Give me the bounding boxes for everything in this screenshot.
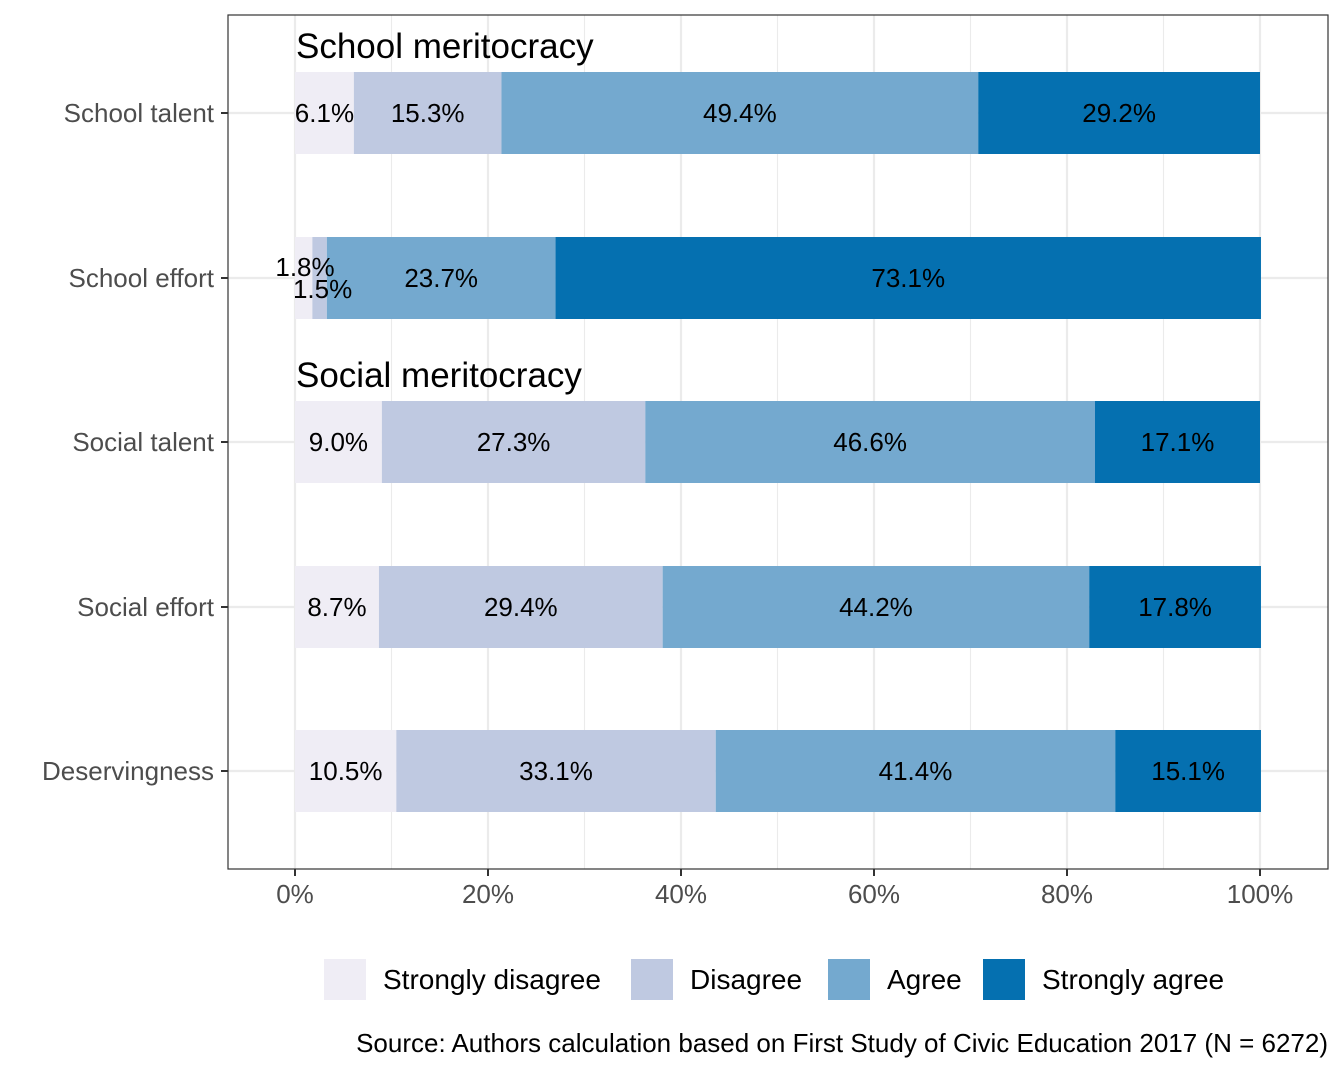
data-label: 33.1% [519, 756, 593, 786]
segment-labels: 6.1% 15.3% 49.4% 29.2% 1.8%1.5% 23.7% 73.1% 9.0… [275, 98, 1225, 786]
x-axis: 0% 20% 40% 60% 80% 100% [276, 869, 1293, 909]
bar-segment [326, 237, 556, 319]
x-tick-label: 60% [848, 879, 900, 909]
data-label: 41.4% [879, 756, 953, 786]
data-label: 46.6% [833, 427, 907, 457]
data-label: 17.1% [1141, 427, 1215, 457]
y-tick-label: School effort [68, 263, 214, 293]
bar-segment [555, 237, 1261, 319]
data-label: 23.7% [404, 263, 478, 293]
y-tick-label: Social talent [72, 427, 214, 457]
x-tick-label: 80% [1041, 879, 1093, 909]
bar-segment [501, 72, 979, 154]
bar-segment [978, 72, 1260, 154]
y-tick-label: School talent [64, 98, 215, 128]
legend-key [631, 959, 673, 1000]
bar-segment [1115, 730, 1261, 812]
legend-label: Strongly disagree [383, 964, 601, 995]
data-label: 10.5% [309, 756, 383, 786]
group-title: Social meritocracy [296, 356, 582, 395]
data-label: 44.2% [839, 592, 913, 622]
bar-segment [1094, 401, 1260, 483]
legend-key [828, 959, 870, 1000]
data-label: 9.0% [309, 427, 368, 457]
bar-segment [295, 566, 379, 648]
data-label: 27.3% [477, 427, 551, 457]
data-label: 8.7% [307, 592, 366, 622]
legend: Strongly disagree Disagree Agree Strongly a… [324, 959, 1224, 1000]
bar-segment [381, 401, 646, 483]
bar-segment [295, 730, 397, 812]
y-axis: School talent School effort Social talent S… [42, 98, 228, 786]
data-label: 15.3% [391, 98, 465, 128]
x-tick-label: 100% [1227, 879, 1294, 909]
legend-key [324, 959, 366, 1000]
data-label: 6.1% [295, 98, 354, 128]
x-tick-label: 40% [655, 879, 707, 909]
legend-key [983, 959, 1025, 1000]
bars [295, 72, 1261, 812]
group-title: School meritocracy [296, 27, 594, 66]
bar-segment [295, 237, 313, 319]
data-label: 17.8% [1138, 592, 1212, 622]
group-titles: School meritocracy Social meritocracy [296, 27, 594, 395]
bar-segment [295, 72, 354, 154]
bar-segment [645, 401, 1095, 483]
bar-segment [378, 566, 663, 648]
bar-segment [1089, 566, 1261, 648]
data-label: 29.2% [1082, 98, 1156, 128]
x-tick-label: 20% [462, 879, 514, 909]
x-tick-label: 0% [276, 879, 314, 909]
y-tick-label: Deservingness [42, 756, 214, 786]
caption: Source: Authors calculation based on Fir… [356, 1028, 1328, 1058]
legend-label: Strongly agree [1042, 964, 1224, 995]
bar-segment [396, 730, 716, 812]
bar-segment [295, 401, 382, 483]
legend-label: Disagree [690, 964, 802, 995]
bar-segment [662, 566, 1090, 648]
y-tick-label: Social effort [77, 592, 215, 622]
bar-segment [715, 730, 1116, 812]
legend-label: Agree [887, 964, 962, 995]
data-label: 1.8% [275, 252, 334, 282]
data-label: 73.1% [871, 263, 945, 293]
bar-segment [353, 72, 502, 154]
data-label: 49.4% [703, 98, 777, 128]
data-label: 15.1% [1151, 756, 1225, 786]
bar-segment [312, 237, 327, 319]
data-label: 1.5% [293, 274, 352, 304]
data-label: 29.4% [484, 592, 558, 622]
